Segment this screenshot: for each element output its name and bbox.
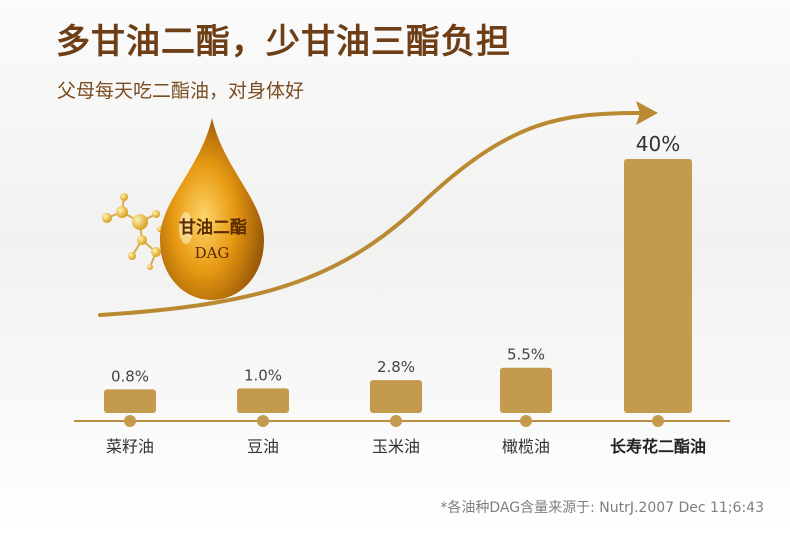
axis-marker-3 — [520, 415, 532, 427]
axis-marker-4 — [652, 415, 664, 427]
bar-group: 0.8% 菜籽油 1.0% 豆油 2.8% 玉米油 5.5% 橄榄油 40% 长寿花二酯油 — [104, 132, 706, 456]
trend-arrowhead — [636, 101, 658, 125]
molecule-icon — [102, 193, 163, 270]
category-label-2: 玉米油 — [372, 437, 420, 456]
page-subtitle: 父母每天吃二酯油，对身体好 — [57, 80, 305, 102]
category-label-1: 豆油 — [247, 437, 279, 456]
value-label-0: 0.8% — [111, 367, 149, 385]
value-label-3: 5.5% — [507, 346, 545, 364]
value-label-2: 2.8% — [377, 358, 415, 376]
value-label-4: 40% — [636, 132, 680, 156]
drop-label-line1: 甘油二酯 — [179, 217, 247, 238]
bar-3 — [500, 367, 552, 413]
oil-drop-icon: 甘油二酯 DAG — [160, 118, 264, 300]
value-label-1: 1.0% — [244, 366, 282, 384]
bar-1 — [237, 388, 289, 413]
axis-marker-2 — [390, 415, 402, 427]
bar-2 — [370, 380, 422, 413]
category-label-4: 长寿花二酯油 — [610, 437, 706, 456]
source-footnote: *各油种DAG含量来源于: NutrJ.2007 Dec 11;6:43 — [440, 500, 764, 516]
bar-0 — [104, 389, 156, 413]
page-title: 多甘油二酯，少甘油三酯负担 — [56, 22, 511, 62]
axis-marker-1 — [257, 415, 269, 427]
trend-arrow — [98, 110, 652, 317]
bar-4 — [624, 159, 692, 413]
category-label-0: 菜籽油 — [106, 437, 154, 456]
drop-label-line2: DAG — [195, 244, 230, 262]
category-label-3: 橄榄油 — [502, 437, 550, 456]
axis-marker-0 — [124, 415, 136, 427]
